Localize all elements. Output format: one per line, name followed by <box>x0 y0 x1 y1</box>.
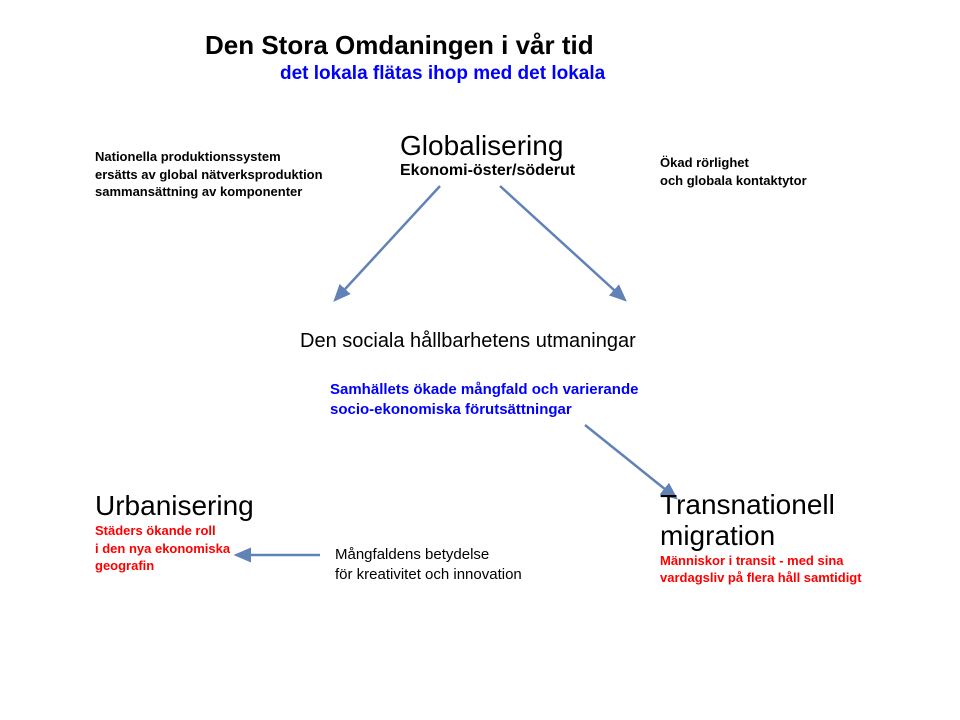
right-description: Ökad rörlighetoch globala kontaktytor <box>660 154 807 189</box>
left-node-heading: Urbanisering <box>95 490 254 522</box>
main-subtitle: det lokala flätas ihop med det lokala <box>280 63 605 85</box>
bottom-center-text: Mångfaldens betydelseför kreativitet och… <box>335 545 522 586</box>
left-node-sub: Städers ökande rolli den nya ekonomiskag… <box>95 522 254 575</box>
top-node-heading: Globalisering <box>400 130 575 162</box>
slide: Den Stora Omdaningen i vår tid det lokal… <box>0 0 960 720</box>
right-node: Transnationellmigration Människor i tran… <box>660 490 862 587</box>
right-node-heading: Transnationellmigration <box>660 490 862 552</box>
top-node: Globalisering Ekonomi-öster/söderut <box>400 130 575 180</box>
top-node-sub: Ekonomi-öster/söderut <box>400 162 575 180</box>
center-sub: Samhällets ökade mångfald och varierande… <box>330 380 638 421</box>
right-node-sub: Människor i transit - med sinavardagsliv… <box>660 552 862 587</box>
center-title: Den sociala hållbarhetens utmaningar <box>300 330 636 353</box>
main-title: Den Stora Omdaningen i vår tid <box>205 30 594 61</box>
arrows-layer <box>0 0 960 720</box>
left-description: Nationella produktionssystemersätts av g… <box>95 148 323 201</box>
left-node: Urbanisering Städers ökande rolli den ny… <box>95 490 254 575</box>
